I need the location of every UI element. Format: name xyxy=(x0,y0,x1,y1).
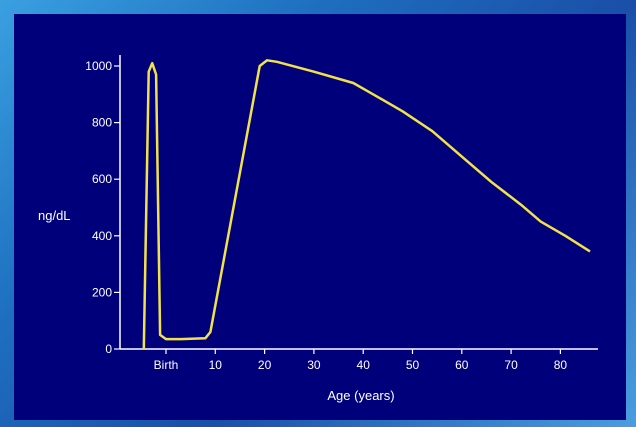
y-tick-label: 200 xyxy=(92,285,112,299)
y-axis-label: ng/dL xyxy=(38,208,71,223)
x-tick-label: 50 xyxy=(406,358,420,372)
axes xyxy=(119,55,598,350)
series-line-0 xyxy=(142,59,591,350)
x-tick-label: 20 xyxy=(258,358,272,372)
y-ticks: 0 200 400 600 800 1000 xyxy=(85,59,120,356)
x-tick-label: 10 xyxy=(209,358,223,372)
x-tick-label: Birth xyxy=(154,358,179,372)
x-tick-label: 70 xyxy=(504,358,518,372)
x-axis-label: Age (years) xyxy=(327,388,394,403)
x-tick-label: 60 xyxy=(455,358,469,372)
x-tick-label: 30 xyxy=(307,358,321,372)
y-tick-label: 800 xyxy=(92,116,112,130)
x-tick-label: 40 xyxy=(357,358,371,372)
y-tick-label: 400 xyxy=(92,229,112,243)
y-tick-label: 0 xyxy=(105,342,112,356)
x-tick-label: 80 xyxy=(554,358,568,372)
chart-panel xyxy=(14,14,626,420)
y-tick-label: 1000 xyxy=(85,59,112,73)
series xyxy=(142,59,591,350)
y-tick-label: 600 xyxy=(92,172,112,186)
x-ticks: Birth 10 20 30 40 50 60 70 80 xyxy=(154,349,568,372)
